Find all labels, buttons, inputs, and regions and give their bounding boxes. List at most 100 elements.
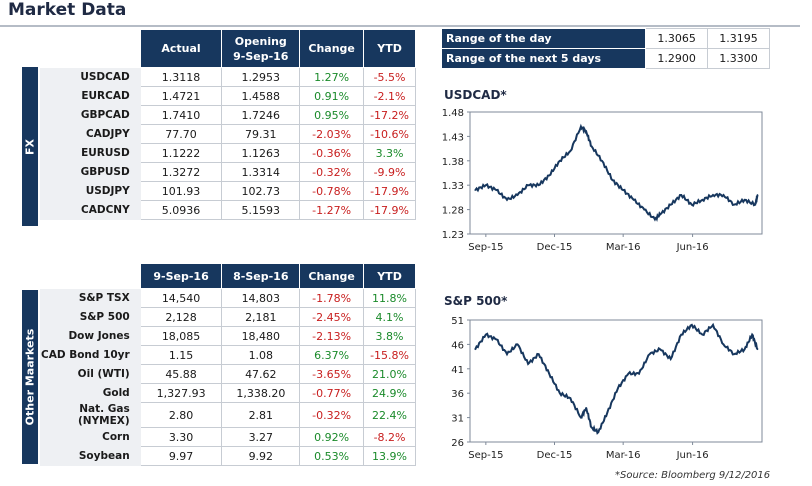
fx-header-opening: Opening 9-Sep-16 bbox=[221, 29, 301, 68]
fx-side-label: FX bbox=[22, 67, 38, 226]
cell-value-2: 1.3314 bbox=[221, 162, 301, 182]
data-point bbox=[597, 431, 600, 434]
other-header-date1: 9-Sep-16 bbox=[139, 263, 223, 289]
other-header-ytd: YTD bbox=[363, 263, 416, 289]
cell-value-2: 9.92 bbox=[221, 446, 301, 466]
x-tick-label: Sep-15 bbox=[468, 242, 503, 253]
data-point bbox=[548, 372, 551, 375]
fx-table: Actual Opening 9-Sep-16 Change YTD USDCA… bbox=[40, 29, 416, 220]
table-row: GBPUSD 1.3272 1.3314 -0.32% -9.9% bbox=[40, 162, 416, 182]
row-label: EURUSD bbox=[40, 143, 141, 163]
data-point bbox=[659, 213, 661, 216]
data-point bbox=[601, 160, 603, 162]
cell-value-2: 2,181 bbox=[221, 307, 301, 327]
cell-value-1: 9.97 bbox=[139, 446, 223, 466]
y-tick-label: 41 bbox=[451, 365, 464, 376]
data-point bbox=[580, 125, 582, 128]
data-point bbox=[648, 353, 651, 355]
cell-value-2: 1.7246 bbox=[221, 105, 301, 125]
cell-value-2: 1.4588 bbox=[221, 86, 301, 106]
change-cell: -2.13% bbox=[299, 326, 365, 346]
page-title: Market Data bbox=[8, 0, 127, 20]
data-point bbox=[669, 203, 672, 206]
data-point bbox=[537, 353, 540, 355]
row-label: Corn bbox=[40, 427, 141, 447]
data-point bbox=[580, 416, 582, 419]
series-line bbox=[474, 123, 759, 223]
data-point bbox=[558, 392, 561, 394]
ytd-cell: -10.6% bbox=[363, 124, 416, 144]
other-header-date2: 8-Sep-16 bbox=[221, 263, 301, 289]
x-tick-label: Mar-16 bbox=[606, 242, 641, 253]
row-label: CADCNY bbox=[40, 200, 141, 220]
ytd-cell: -17.9% bbox=[363, 200, 416, 220]
data-point bbox=[722, 343, 725, 346]
y-tick-label: 1.38 bbox=[442, 157, 464, 168]
title-divider bbox=[0, 25, 800, 27]
ytd-cell: -15.8% bbox=[363, 345, 416, 365]
row-label: Oil (WTI) bbox=[40, 364, 141, 384]
plot-area bbox=[469, 319, 763, 443]
table-row: CADCNY 5.0936 5.1593 -1.27% -17.9% bbox=[40, 200, 416, 220]
row-label: USDCAD bbox=[40, 67, 141, 87]
data-point bbox=[701, 199, 704, 201]
data-point bbox=[495, 189, 498, 191]
data-point bbox=[712, 324, 714, 326]
change-cell: 0.91% bbox=[299, 86, 365, 106]
data-point bbox=[495, 338, 498, 341]
data-point bbox=[701, 333, 704, 336]
range-label: Range of the day bbox=[440, 28, 647, 49]
data-point bbox=[712, 194, 714, 196]
table-row: S&P 500 2,128 2,181 -2.45% 4.1% bbox=[40, 307, 416, 327]
cell-value-1: 5.0936 bbox=[139, 200, 223, 220]
x-tick-label: Dec-15 bbox=[537, 450, 573, 461]
sp500-chart-title: S&P 500* bbox=[444, 294, 508, 308]
table-row: Oil (WTI) 45.88 47.62 -3.65% 21.0% bbox=[40, 364, 416, 384]
data-point bbox=[611, 179, 614, 182]
data-point bbox=[474, 348, 477, 351]
fx-header-change: Change bbox=[299, 29, 365, 68]
data-point bbox=[691, 324, 693, 326]
data-point bbox=[590, 426, 593, 429]
other-header-change: Change bbox=[299, 263, 365, 289]
row-label: GBPCAD bbox=[40, 105, 141, 125]
cell-value-1: 1.7410 bbox=[139, 105, 223, 125]
data-point bbox=[733, 203, 735, 206]
range-row: Range of the day 1.3065 1.3195 bbox=[440, 28, 770, 49]
x-tick-label: Dec-15 bbox=[537, 242, 573, 253]
range-label: Range of the next 5 days bbox=[440, 48, 647, 69]
fx-header-ytd: YTD bbox=[363, 29, 416, 68]
change-cell: -2.03% bbox=[299, 124, 365, 144]
change-cell: 0.95% bbox=[299, 105, 365, 125]
data-point bbox=[669, 358, 672, 360]
cell-value-1: 2,128 bbox=[139, 307, 223, 327]
cell-value-2: 3.27 bbox=[221, 427, 301, 447]
cell-value-2: 47.62 bbox=[221, 364, 301, 384]
cell-value-2: 2.81 bbox=[221, 402, 301, 428]
range-table: Range of the day 1.3065 1.3195 Range of … bbox=[440, 28, 770, 69]
x-tick-label: Sep-15 bbox=[468, 450, 503, 461]
data-point bbox=[643, 208, 646, 211]
table-row: Corn 3.30 3.27 0.92% -8.2% bbox=[40, 427, 416, 447]
cell-value-2: 5.1593 bbox=[221, 200, 301, 220]
data-point bbox=[569, 150, 572, 152]
cell-value-1: 2.80 bbox=[139, 402, 223, 428]
data-point bbox=[722, 194, 725, 196]
change-cell: -0.32% bbox=[299, 162, 365, 182]
data-point bbox=[506, 353, 508, 355]
y-tick-label: 1.28 bbox=[442, 206, 464, 217]
row-label: Dow Jones bbox=[40, 326, 141, 346]
usdcad-chart-title: USDCAD* bbox=[444, 88, 507, 102]
x-tick-label: Mar-16 bbox=[606, 450, 641, 461]
data-point bbox=[756, 348, 759, 351]
data-point bbox=[569, 397, 572, 399]
data-point bbox=[691, 203, 693, 206]
sp500-chart: 26 31 36 41 46 51 Sep-15 Dec-15 Mar-16 Jun-16 bbox=[451, 316, 763, 461]
cell-value-1: 1.15 bbox=[139, 345, 223, 365]
cell-value-1: 45.88 bbox=[139, 364, 223, 384]
change-cell: 1.27% bbox=[299, 67, 365, 87]
table-row: Soybean 9.97 9.92 0.53% 13.9% bbox=[40, 446, 416, 466]
data-point bbox=[754, 203, 757, 206]
cell-value-1: 77.70 bbox=[139, 124, 223, 144]
row-label: Soybean bbox=[40, 446, 141, 466]
